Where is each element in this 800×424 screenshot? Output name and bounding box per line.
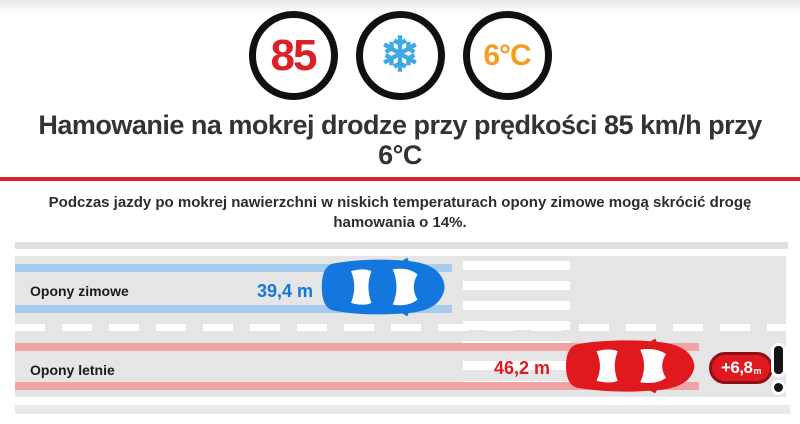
exclamation-bar [771, 343, 786, 377]
summer-distance-value: 46,2 m [493, 358, 550, 378]
subtitle-line1: Podczas jazdy po mokrej nawierzchni w ni… [48, 194, 752, 211]
speed-sign-badge: 85 [248, 11, 338, 100]
snowflake-icon: ❄ [379, 28, 421, 82]
road-top-edge [15, 242, 788, 249]
snowflake-badge: ❄ [355, 11, 445, 100]
winter-tires-label: Opony zimowe [30, 283, 129, 299]
red-divider [0, 177, 800, 181]
distance-difference-badge: +6,8 m [709, 343, 793, 395]
summer-car-icon [562, 338, 700, 394]
speed-value: 85 [270, 30, 318, 80]
road-bottom-edge [15, 405, 790, 414]
summer-tires-label: Opony letnie [30, 362, 115, 378]
lane-divider-dashes [15, 324, 786, 331]
difference-pill: +6,8 m [709, 352, 773, 384]
difference-value: +6,8 [720, 358, 753, 377]
summer-braking-stripe-bottom [15, 382, 699, 390]
exclamation-dot [771, 380, 786, 395]
winter-braking-stripe-bottom [15, 305, 452, 313]
summer-braking-stripe-top [15, 343, 699, 351]
temperature-value: 6°C [483, 38, 531, 72]
page-title: Hamowanie na mokrej drodze przy prędkośc… [0, 110, 800, 170]
subtitle-line2: hamowania o 14%. [333, 213, 467, 231]
temperature-badge: 6°C [462, 11, 552, 100]
subtitle-text: Podczas jazdy po mokrej nawierzchni w ni… [0, 193, 800, 232]
road-diagram: Opony zimowe 39,4 m Opony letnie 46,2 m [15, 256, 786, 397]
difference-unit: m [753, 366, 762, 376]
condition-badges: 85 ❄ 6°C [0, 11, 800, 100]
winter-braking-stripe-top [15, 264, 452, 272]
winter-car-icon [318, 257, 450, 317]
page-title-line2: 6°C [378, 140, 422, 171]
page-title-line1: Hamowanie na mokrej drodze przy prędkośc… [38, 110, 762, 140]
winter-distance-value: 39,4 m [256, 281, 313, 301]
exclamation-icon [769, 343, 789, 395]
